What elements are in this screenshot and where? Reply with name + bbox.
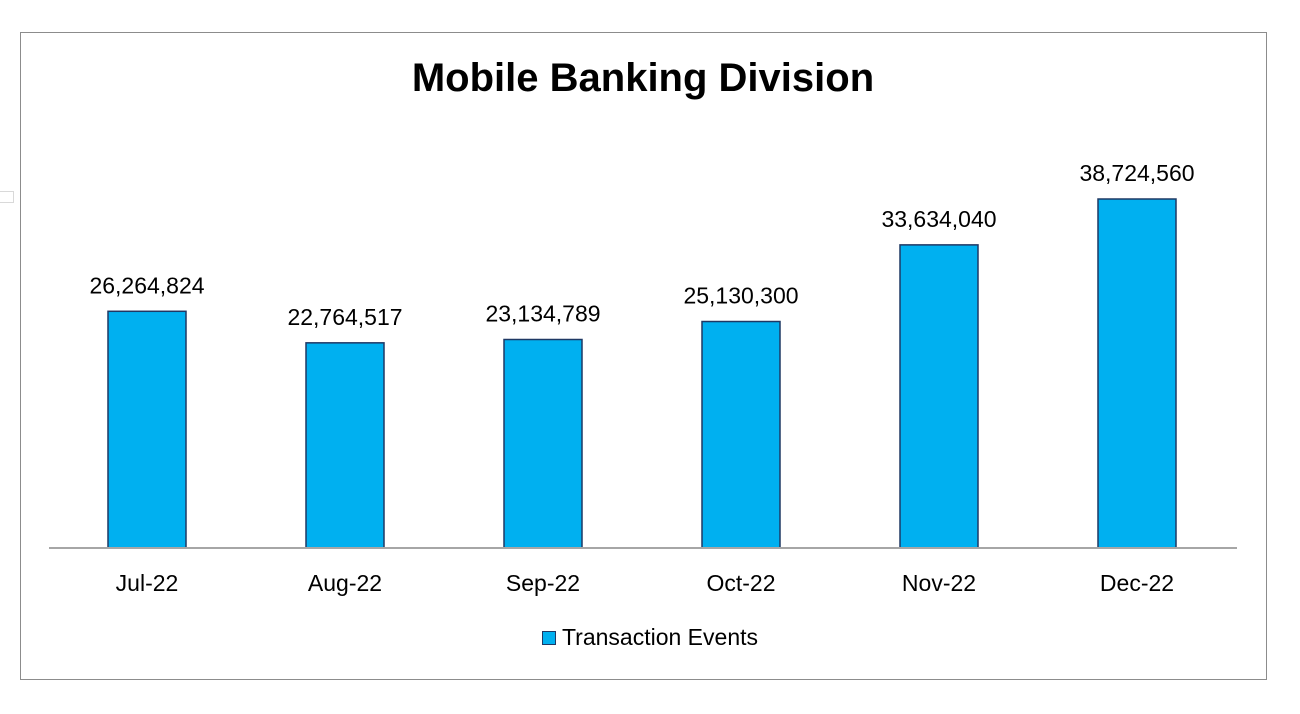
- bar-dec-22[interactable]: [1097, 198, 1177, 549]
- legend-label: Transaction Events: [561, 624, 759, 650]
- bar-oct-22[interactable]: [701, 320, 781, 549]
- bar-nov-22[interactable]: [899, 244, 979, 549]
- data-label-dec-22: 38,724,560: [1079, 160, 1194, 186]
- data-label-sep-22: 23,134,789: [485, 301, 600, 327]
- legend-swatch-transaction-events: [541, 630, 556, 645]
- chart-title: Mobile Banking Division: [411, 56, 875, 100]
- x-tick-label-aug-22: Aug-22: [308, 570, 382, 596]
- data-label-aug-22: 22,764,517: [287, 304, 402, 330]
- bar-aug-22[interactable]: [305, 342, 385, 549]
- bar-sep-22[interactable]: [503, 338, 583, 549]
- cell-border-fragment: [0, 191, 14, 203]
- legend: Transaction Events: [0, 624, 1300, 651]
- x-tick-label-sep-22: Sep-22: [506, 570, 580, 596]
- data-label-jul-22: 26,264,824: [89, 272, 204, 298]
- x-tick-label-oct-22: Oct-22: [706, 570, 775, 596]
- bar-jul-22[interactable]: [107, 310, 187, 549]
- chart-area[interactable]: [20, 32, 1267, 680]
- x-tick-label-nov-22: Nov-22: [902, 570, 976, 596]
- data-label-nov-22: 33,634,040: [881, 206, 996, 232]
- x-tick-label-dec-22: Dec-22: [1100, 570, 1174, 596]
- x-tick-label-jul-22: Jul-22: [116, 570, 179, 596]
- data-label-oct-22: 25,130,300: [683, 283, 798, 309]
